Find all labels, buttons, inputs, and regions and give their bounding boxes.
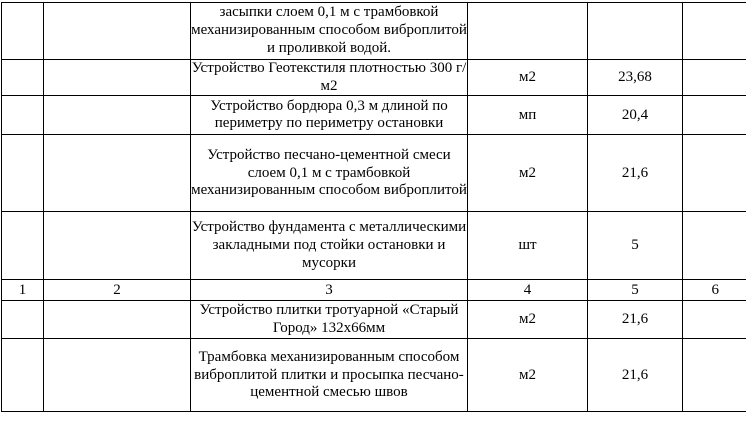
column-number-cell: 4: [467, 279, 588, 302]
cell-quantity: 5: [587, 211, 683, 281]
cell-description: Устройство плитки тротуарной «Старый Гор…: [190, 300, 468, 340]
cell-code-empty: [43, 300, 191, 340]
column-number-cell: 2: [43, 279, 191, 302]
column-number-cell: 5: [587, 279, 683, 302]
cell-extra-empty: [682, 211, 746, 281]
cell-description: Устройство Геотекстиля плотностью 300 г/…: [190, 58, 468, 97]
cell-code-empty: [43, 58, 191, 97]
cell-extra-empty: [682, 134, 746, 213]
table-row: Устройство фундамента с металлическими з…: [1, 211, 746, 281]
column-number-cell: 3: [190, 279, 468, 302]
cell-description: Трамбовка механизированным способом вибр…: [190, 338, 468, 413]
table-row: засыпки слоем 0,1 м с трамбовкой механиз…: [1, 2, 746, 60]
table-row: Трамбовка механизированным способом вибр…: [1, 338, 746, 413]
cell-code-empty: [43, 95, 191, 136]
cell-quantity: 21,6: [587, 338, 683, 413]
cell-quantity: 20,4: [587, 95, 683, 136]
cell-number-empty: [1, 58, 44, 97]
cell-code-empty: [43, 211, 191, 281]
table-row: Устройство Геотекстиля плотностью 300 г/…: [1, 58, 746, 97]
cell-number-empty: [1, 2, 44, 60]
cell-extra-empty: [682, 95, 746, 136]
cell-unit: шт: [467, 211, 588, 281]
cell-quantity: 21,6: [587, 300, 683, 340]
cell-extra-empty: [682, 2, 746, 60]
cell-description: Устройство бордюра 0,3 м длиной по перим…: [190, 95, 468, 136]
cell-unit: м2: [467, 300, 588, 340]
cell-number-empty: [1, 338, 44, 413]
cell-code-empty: [43, 338, 191, 413]
table-row: Устройство песчано-цементной смеси слоем…: [1, 134, 746, 213]
cell-quantity: 23,68: [587, 58, 683, 97]
cell-number-empty: [1, 95, 44, 136]
cell-unit: м2: [467, 134, 588, 213]
cell-unit: м2: [467, 58, 588, 97]
cell-description: засыпки слоем 0,1 м с трамбовкой механиз…: [190, 2, 468, 60]
cell-extra-empty: [682, 338, 746, 413]
cell-extra-empty: [682, 58, 746, 97]
column-number-cell: 1: [1, 279, 44, 302]
cell-quantity: [587, 2, 683, 60]
cell-number-empty: [1, 300, 44, 340]
column-number-cell: 6: [682, 279, 746, 302]
cell-description: Устройство фундамента с металлическими з…: [190, 211, 468, 281]
table-row: Устройство бордюра 0,3 м длиной по перим…: [1, 95, 746, 136]
table-row: Устройство плитки тротуарной «Старый Гор…: [1, 300, 746, 340]
cell-number-empty: [1, 211, 44, 281]
cell-unit: мп: [467, 95, 588, 136]
work-items-table: засыпки слоем 0,1 м с трамбовкой механиз…: [1, 2, 746, 413]
column-numbers-row: 1 2 3 4 5 6: [1, 279, 746, 302]
cell-unit: м2: [467, 338, 588, 413]
cell-unit: [467, 2, 588, 60]
cell-code-empty: [43, 2, 191, 60]
cell-number-empty: [1, 134, 44, 213]
cell-code-empty: [43, 134, 191, 213]
cell-quantity: 21,6: [587, 134, 683, 213]
cell-description: Устройство песчано-цементной смеси слоем…: [190, 134, 468, 213]
cell-extra-empty: [682, 300, 746, 340]
